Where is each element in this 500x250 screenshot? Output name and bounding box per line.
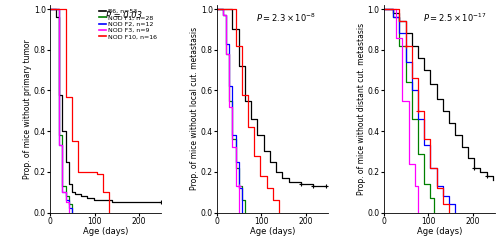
Legend: B6, n=53, NOD F1, n=28, NOD F2, n=12, NOD F3, n=9, NOD F10, n=16: B6, n=53, NOD F1, n=28, NOD F2, n=12, NO…	[98, 8, 158, 40]
Text: $P = 2.5\times10^{−17}$: $P = 2.5\times10^{−17}$	[422, 11, 486, 24]
Y-axis label: Prop. of mice without distant cut. metastasis: Prop. of mice without distant cut. metas…	[357, 23, 366, 195]
Y-axis label: Prop. of mice without local cut. metastasis: Prop. of mice without local cut. metasta…	[190, 27, 199, 190]
X-axis label: Age (days): Age (days)	[250, 227, 295, 236]
Y-axis label: Prop. of mice without primary tumor: Prop. of mice without primary tumor	[24, 39, 32, 178]
Text: $P = 2.3\times10^{−8}$: $P = 2.3\times10^{−8}$	[256, 11, 316, 24]
Text: P = 0.03: P = 0.03	[106, 11, 142, 20]
X-axis label: Age (days): Age (days)	[83, 227, 128, 236]
X-axis label: Age (days): Age (days)	[416, 227, 462, 236]
